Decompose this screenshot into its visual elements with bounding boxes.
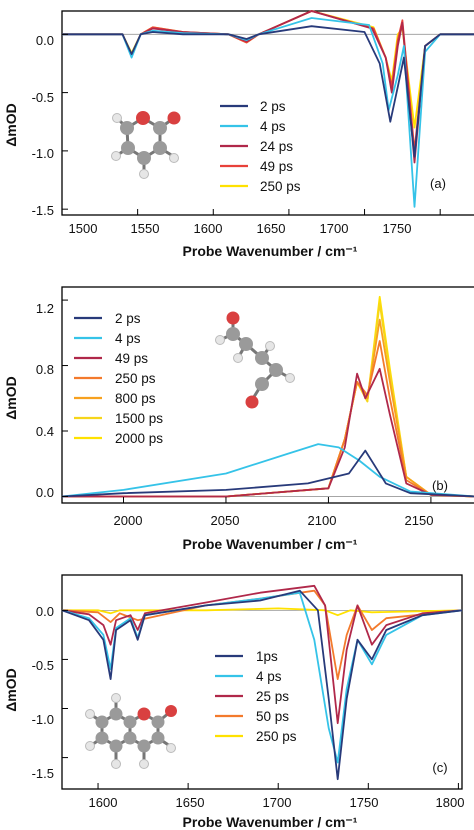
molecule-icon — [111, 111, 181, 179]
x-tick-label: 1650 — [257, 221, 286, 236]
series-line — [61, 449, 474, 498]
x-tick-label: 1500 — [69, 221, 98, 236]
y-tick-label: -0.5 — [32, 658, 54, 673]
x-tick-label: 1650 — [176, 795, 205, 810]
y-axis-title: ΔmOD — [3, 668, 19, 712]
plot-frame — [61, 10, 474, 216]
legend-label: 250 ps — [115, 371, 156, 386]
molecule-icon — [215, 311, 295, 409]
molecule-icon — [85, 693, 177, 769]
x-axis-title: Probe Wavenumber / cm⁻¹ — [183, 536, 358, 552]
x-tick-label: 2100 — [308, 513, 337, 528]
legend-label: 2 ps — [260, 99, 286, 114]
y-tick-label: -1.0 — [32, 712, 54, 727]
plot-frame — [61, 286, 474, 504]
x-tick-label: 1700 — [320, 221, 349, 236]
y-tick-label: 0.0 — [36, 604, 54, 619]
x-axis-title: Probe Wavenumber / cm⁻¹ — [183, 814, 358, 830]
x-tick-label: 2000 — [114, 513, 143, 528]
series-line — [61, 584, 463, 725]
series-line — [61, 443, 474, 498]
x-tick-label: 2150 — [405, 513, 434, 528]
x-tick-label: 1750 — [383, 221, 412, 236]
series-line — [62, 25, 474, 158]
y-tick-label: 0.4 — [36, 424, 54, 439]
legend-label: 4 ps — [256, 669, 282, 684]
legend-label: 800 ps — [115, 391, 156, 406]
legend-label: 250 ps — [256, 729, 297, 744]
legend-label: 49 ps — [115, 351, 148, 366]
x-tick-label: 1600 — [89, 795, 118, 810]
y-tick-label: 1.2 — [36, 301, 54, 316]
x-tick-label: 1750 — [350, 795, 379, 810]
legend: 2 ps 4 ps 49 ps 250 ps 800 ps 1500 ps 20… — [74, 311, 163, 446]
y-tick-label: -1.0 — [32, 146, 54, 161]
y-tick-label: 0.0 — [36, 33, 54, 48]
legend-label: 4 ps — [260, 119, 286, 134]
legend-label: 50 ps — [256, 709, 289, 724]
panel-c: 1600 1650 1700 1750 1800 0.0 -0.5 -1.0 -… — [3, 574, 465, 830]
panel-a: 1500 1550 1600 1650 1700 1750 0.0 -0.5 -… — [3, 10, 474, 259]
plot-frame — [61, 574, 463, 790]
x-tick-label: 2050 — [211, 513, 240, 528]
y-axis-title: ΔmOD — [3, 103, 19, 147]
panel-b: 2000 2050 2100 2150 0.0 0.4 0.8 1.2 Prob… — [3, 286, 474, 552]
legend-label: 25 ps — [256, 689, 289, 704]
series-line — [61, 589, 463, 781]
legend-label: 49 ps — [260, 159, 293, 174]
x-tick-label: 1700 — [263, 795, 292, 810]
legend-label: 2000 ps — [115, 431, 163, 446]
legend-label: 1ps — [256, 649, 278, 664]
series-line — [61, 589, 463, 680]
y-axis-title: ΔmOD — [3, 376, 19, 420]
x-tick-label: 1550 — [131, 221, 160, 236]
x-tick-label: 1600 — [194, 221, 223, 236]
legend-label: 4 ps — [115, 331, 141, 346]
panel-tag: (b) — [432, 478, 448, 493]
legend-label: 1500 ps — [115, 411, 163, 426]
y-tick-label: 0.8 — [36, 362, 54, 377]
legend: 1ps 4 ps 25 ps 50 ps 250 ps — [215, 649, 297, 744]
y-tick-label: 0.0 — [36, 485, 54, 500]
legend-label: 250 ps — [260, 179, 301, 194]
series-line — [62, 607, 463, 617]
panel-tag: (c) — [432, 760, 447, 775]
y-tick-label: -1.5 — [32, 203, 54, 218]
x-axis-title: Probe Wavenumber / cm⁻¹ — [183, 243, 358, 259]
y-tick-label: -1.5 — [32, 766, 54, 781]
legend-label: 24 ps — [260, 139, 293, 154]
legend-label: 2 ps — [115, 311, 141, 326]
legend: 2 ps 4 ps 24 ps 49 ps 250 ps — [220, 99, 301, 194]
y-tick-label: -0.5 — [32, 90, 54, 105]
series-line — [62, 367, 474, 498]
panel-tag: (a) — [430, 176, 446, 191]
x-tick-label: 1800 — [436, 795, 465, 810]
